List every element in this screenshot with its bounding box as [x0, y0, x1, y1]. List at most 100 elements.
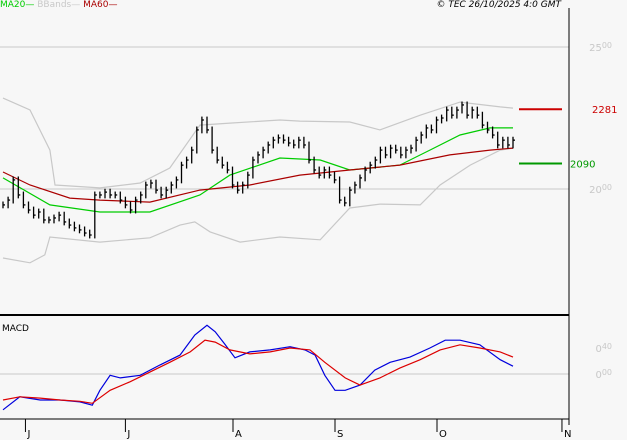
- price-bar: [272, 136, 276, 149]
- price-bar: [298, 136, 301, 149]
- x-tick-label: S: [337, 429, 343, 440]
- price-bar: [53, 214, 56, 224]
- price-bar: [405, 146, 408, 159]
- price-bar: [119, 191, 123, 204]
- price-bar: [211, 126, 215, 154]
- price-bar: [267, 141, 271, 154]
- bband-lower-line: [2, 147, 514, 264]
- price-bar: [410, 144, 413, 154]
- ma20-line: [2, 127, 513, 213]
- price-bar: [83, 226, 87, 237]
- legend-bbands-swatch: —: [71, 0, 81, 10]
- price-bar: [257, 151, 260, 164]
- price-bar: [435, 116, 439, 134]
- price-bar: [318, 166, 322, 179]
- macd-signal-line: [2, 339, 514, 404]
- price-bar: [308, 141, 311, 164]
- legend-bbands: BBands: [37, 0, 72, 10]
- price-bar: [461, 101, 464, 114]
- price-bar: [160, 186, 164, 199]
- x-tick-label: A: [235, 429, 242, 440]
- macd-tick-label: 040: [595, 342, 612, 355]
- price-bar: [379, 146, 383, 164]
- price-bar: [191, 146, 194, 164]
- price-bar: [196, 126, 199, 154]
- price-bar: [89, 229, 92, 239]
- price-bar: [236, 181, 240, 194]
- price-bar: [231, 166, 235, 189]
- price-bar: [104, 188, 107, 199]
- price-bar: [293, 139, 296, 149]
- price-bar: [364, 166, 368, 182]
- price-tick-label: 2500: [589, 41, 612, 54]
- price-bar: [384, 146, 388, 159]
- price-bar: [180, 161, 184, 184]
- price-bar: [7, 196, 11, 209]
- price-bar: [486, 121, 490, 134]
- price-bar: [109, 188, 113, 199]
- price-bar: [43, 208, 46, 224]
- price-bar: [415, 136, 419, 152]
- price-bar: [129, 201, 133, 214]
- price-bar: [481, 111, 485, 129]
- price-bar: [344, 196, 347, 207]
- price-bar: [466, 101, 470, 119]
- price-bar: [73, 221, 77, 232]
- price-bar: [12, 176, 16, 204]
- price-bar: [282, 134, 286, 144]
- price-bar: [201, 116, 204, 134]
- price-bar: [170, 181, 174, 194]
- price-bar: [369, 161, 373, 174]
- legend: MA20— BBands— MA60—: [0, 0, 117, 11]
- price-bar: [476, 106, 480, 119]
- price-bar: [2, 201, 5, 209]
- price-bar: [252, 156, 255, 179]
- price-bar: [425, 124, 429, 139]
- bband-upper-line: [2, 97, 514, 189]
- price-marker-label: 2090: [570, 159, 595, 170]
- price-bar: [48, 216, 51, 224]
- price-bar: [491, 126, 495, 139]
- x-tick-label: J: [126, 429, 130, 440]
- price-bar: [27, 201, 31, 214]
- price-bar: [145, 181, 148, 199]
- price-bar: [512, 136, 515, 149]
- price-bar: [94, 191, 97, 239]
- price-bar: [22, 191, 26, 209]
- price-bar: [349, 186, 352, 207]
- price-bar: [456, 106, 459, 119]
- price-bar: [287, 136, 291, 147]
- legend-ma60: MA60: [83, 0, 109, 10]
- price-bar: [165, 186, 169, 199]
- price-bar: [507, 136, 510, 149]
- macd-pane-title: MACD: [2, 324, 29, 334]
- price-bar: [374, 156, 378, 169]
- macd-macd-line: [2, 324, 514, 411]
- ma60-line: [2, 147, 514, 203]
- price-bar: [303, 136, 306, 149]
- price-bar: [262, 146, 266, 159]
- price-bar: [420, 131, 424, 144]
- price-bar: [63, 211, 67, 226]
- legend-ma60-swatch: —: [108, 0, 118, 10]
- price-bar: [17, 176, 21, 199]
- price-bar: [140, 191, 143, 204]
- price-bar: [328, 166, 332, 179]
- price-bar: [451, 106, 454, 119]
- price-bar: [134, 196, 138, 214]
- price-bar: [440, 114, 444, 124]
- price-bar: [242, 181, 245, 194]
- price-bar: [354, 181, 357, 194]
- x-tick-label: N: [564, 429, 571, 440]
- price-bar: [124, 196, 128, 209]
- price-bar: [389, 144, 393, 159]
- price-bar: [150, 179, 153, 189]
- copyright-timestamp: © TEC 26/10/2025 4:0 GMT: [436, 0, 561, 10]
- price-bar: [185, 156, 189, 169]
- price-bar: [333, 171, 337, 184]
- price-bar: [114, 191, 118, 199]
- price-bar: [206, 116, 209, 134]
- price-bar: [446, 106, 449, 122]
